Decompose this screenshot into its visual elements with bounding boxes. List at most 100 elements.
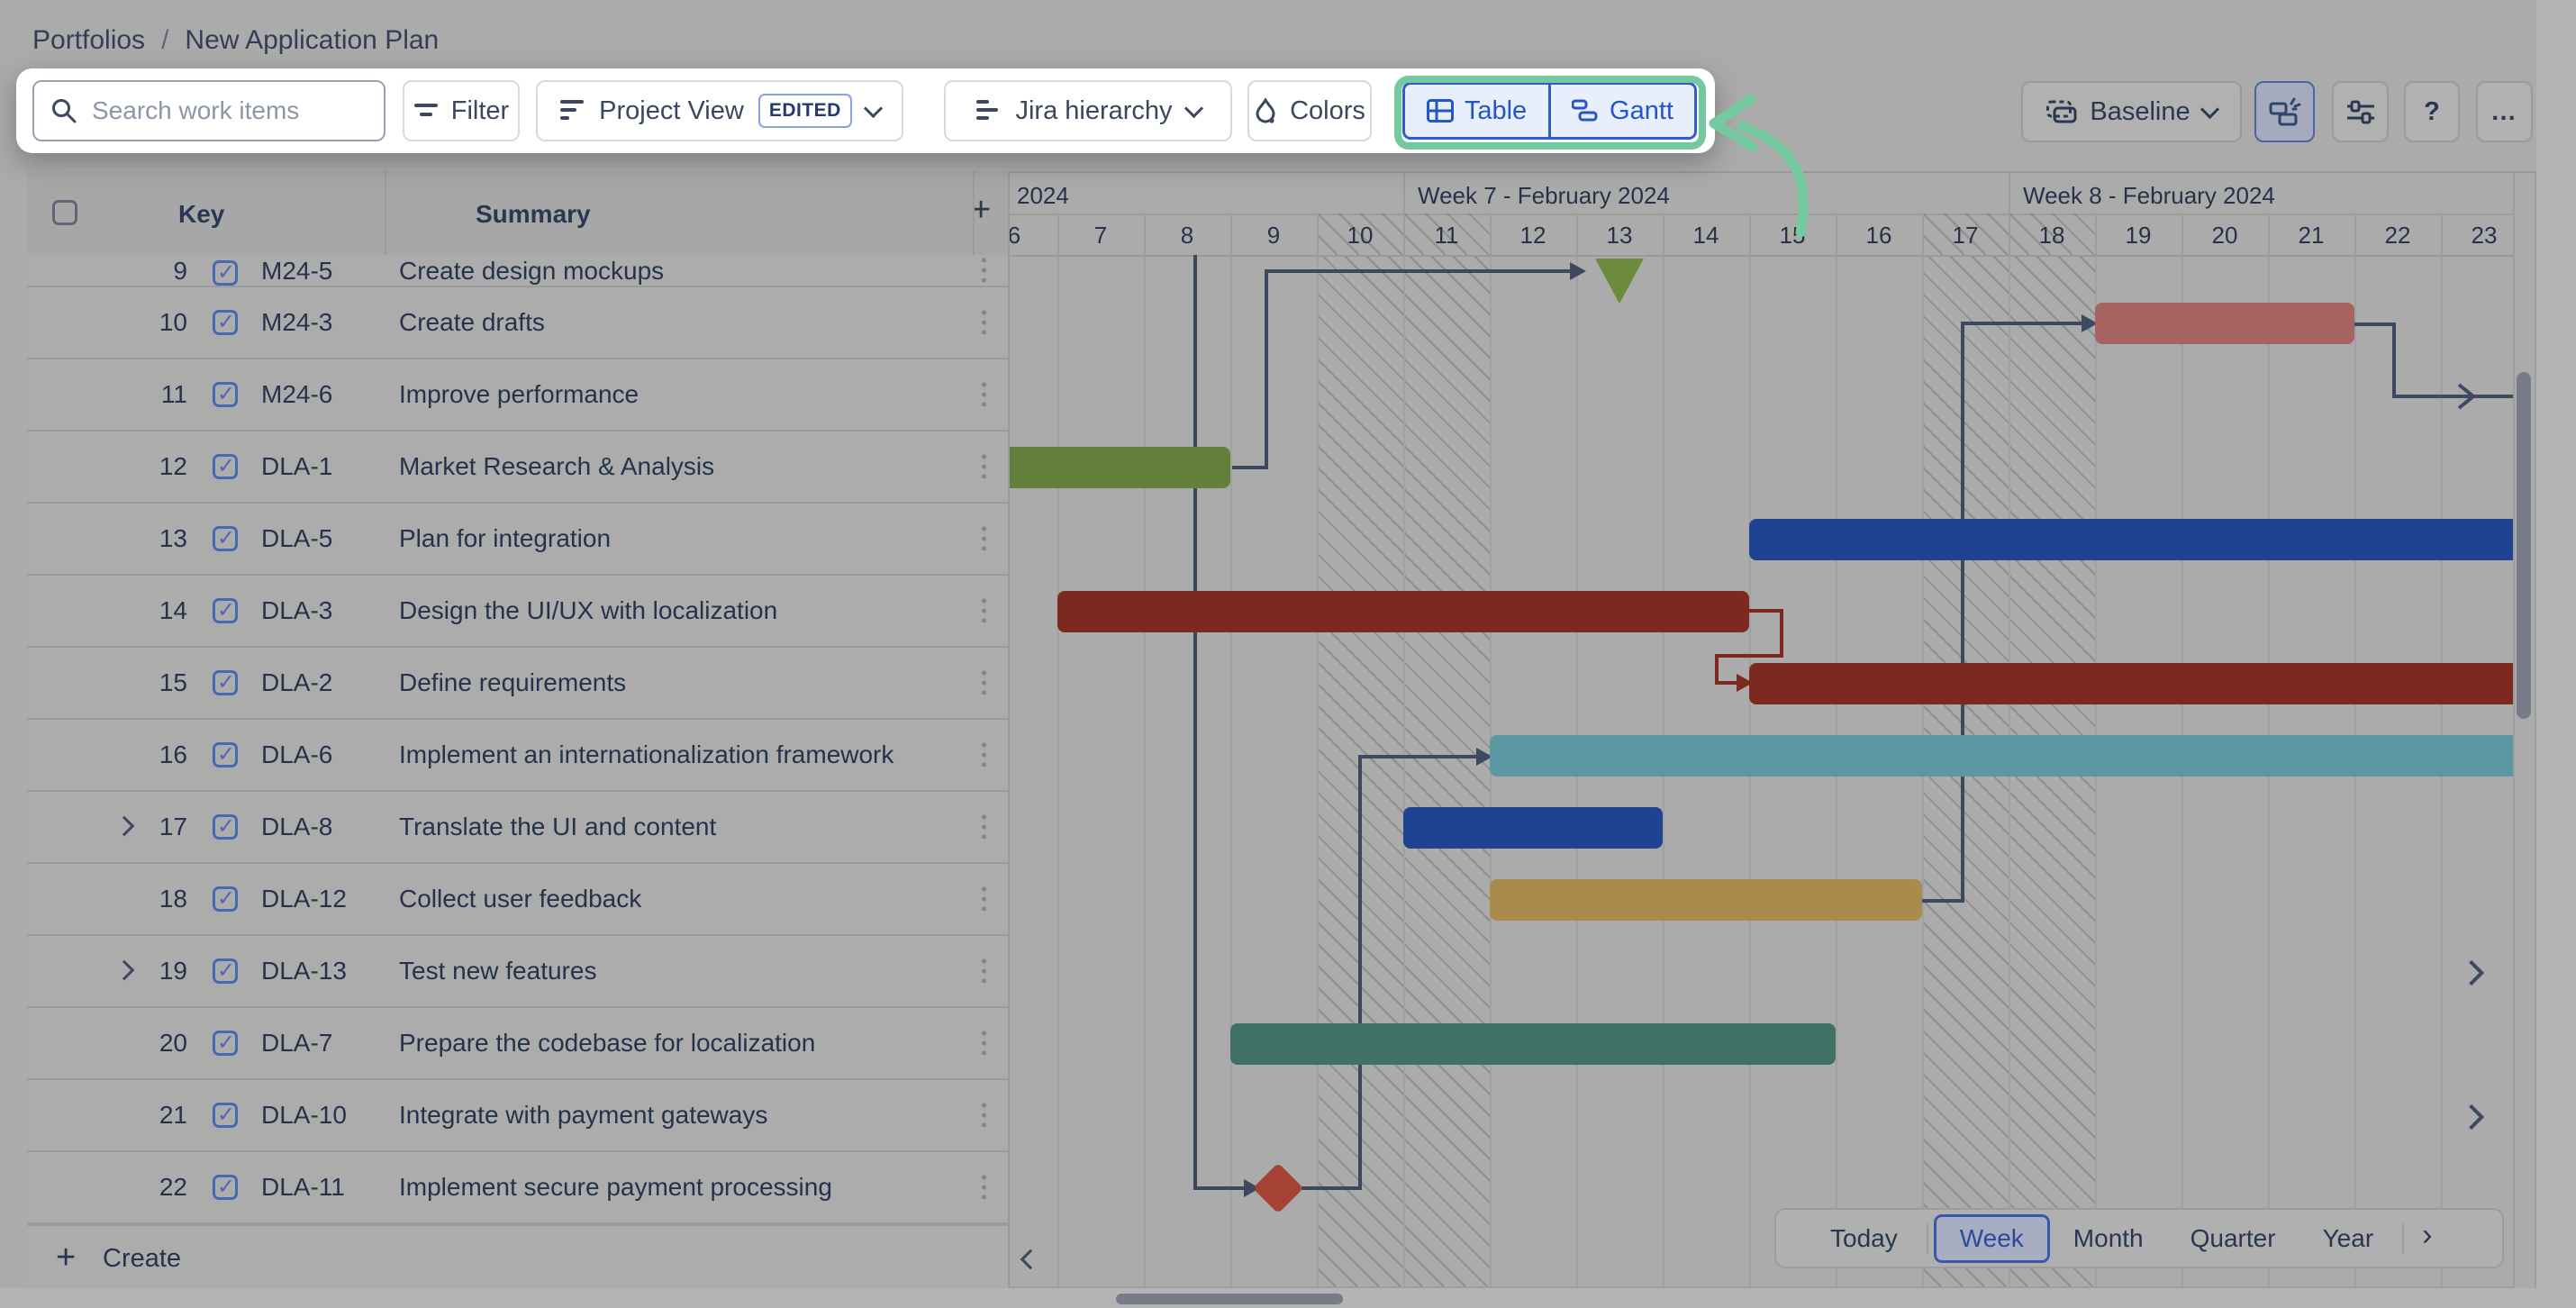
table-row-DLA-5[interactable]: 13 DLA-5 Plan for integration — [27, 504, 1008, 576]
gantt-bar-DLA-6[interactable] — [1490, 735, 2513, 777]
row-checkbox[interactable] — [213, 381, 238, 407]
row-menu-button[interactable] — [975, 382, 993, 407]
gantt-bar-DLA-8[interactable] — [1403, 807, 1663, 849]
table-row-DLA-3[interactable]: 14 DLA-3 Design the UI/UX with localizatio… — [27, 576, 1008, 648]
row-menu-button[interactable] — [975, 598, 993, 623]
row-menu-button[interactable] — [975, 1103, 993, 1128]
row-key[interactable]: DLA-6 — [261, 740, 333, 768]
search-field[interactable] — [32, 80, 385, 141]
gantt-bar-DLA-3[interactable] — [1057, 591, 1749, 632]
row-checkbox[interactable] — [213, 669, 238, 695]
row-menu-button[interactable] — [975, 526, 993, 551]
row-menu-button[interactable] — [975, 1175, 993, 1200]
create-button[interactable]: Create — [103, 1244, 182, 1273]
row-checkbox[interactable] — [213, 1030, 238, 1056]
breadcrumb-portfolios[interactable]: Portfolios — [32, 25, 146, 55]
row-checkbox[interactable] — [213, 309, 238, 335]
row-menu-button[interactable] — [975, 310, 993, 335]
view-settings-button[interactable] — [2332, 81, 2389, 142]
row-key[interactable]: DLA-12 — [261, 885, 347, 913]
add-column-button[interactable]: + — [971, 191, 992, 229]
row-menu-button[interactable] — [975, 258, 993, 283]
help-button[interactable]: ? — [2404, 81, 2460, 142]
sliders-icon — [2345, 98, 2376, 125]
row-checkbox[interactable] — [213, 1174, 238, 1200]
milestone-diamond-DLA-11[interactable] — [1252, 1162, 1304, 1214]
table-row-DLA-10[interactable]: 21 DLA-10 Integrate with payment gateways — [27, 1080, 1008, 1152]
horizontal-scrollbar[interactable] — [1116, 1294, 1343, 1304]
row-checkbox[interactable] — [213, 597, 238, 623]
row-key[interactable]: DLA-3 — [261, 596, 333, 624]
search-input[interactable] — [90, 95, 355, 126]
gantt-bar-DLA-7[interactable] — [1230, 1023, 1836, 1065]
table-row-M24-3[interactable]: 10 M24-3 Create drafts — [27, 287, 1008, 359]
row-checkbox[interactable] — [213, 525, 238, 551]
zoom-option-week[interactable]: Week — [1933, 1213, 2050, 1263]
row-key[interactable]: DLA-8 — [261, 813, 333, 840]
row-checkbox[interactable] — [213, 1102, 238, 1128]
row-checkbox[interactable] — [213, 886, 238, 912]
zoom-option-month[interactable]: Month — [2073, 1223, 2144, 1252]
auto-layout-button[interactable] — [2254, 81, 2315, 142]
table-row-DLA-11[interactable]: 22 DLA-11 Implement secure payment process… — [27, 1152, 1008, 1224]
column-header-key[interactable]: Key — [178, 200, 225, 228]
row-menu-button[interactable] — [975, 958, 993, 984]
row-checkbox[interactable] — [213, 813, 238, 840]
row-key[interactable]: DLA-10 — [261, 1101, 347, 1129]
row-key[interactable]: DLA-7 — [261, 1029, 333, 1057]
table-row-DLA-1[interactable]: 12 DLA-1 Market Research & Analysis — [27, 431, 1008, 504]
gantt-bar-DLA-2[interactable] — [1749, 663, 2513, 704]
row-key[interactable]: M24-5 — [261, 257, 333, 285]
row-menu-button[interactable] — [975, 814, 993, 840]
table-row-DLA-13[interactable]: 19 DLA-13 Test new features — [27, 936, 1008, 1008]
row-menu-button[interactable] — [975, 670, 993, 695]
row-key[interactable]: M24-6 — [261, 380, 333, 408]
zoom-next-chevron-icon[interactable]: › — [2422, 1218, 2433, 1252]
row-key[interactable]: DLA-2 — [261, 668, 333, 696]
table-row-DLA-12[interactable]: 18 DLA-12 Collect user feedback — [27, 864, 1008, 936]
row-key[interactable]: M24-3 — [261, 308, 333, 336]
gantt-bar-M24-3[interactable] — [2095, 303, 2354, 344]
gantt-bar-DLA-12[interactable] — [1490, 879, 1922, 921]
expand-chevron-icon[interactable] — [113, 815, 135, 837]
row-checkbox[interactable] — [213, 958, 238, 984]
row-key[interactable]: DLA-11 — [261, 1173, 345, 1201]
zoom-option-quarter[interactable]: Quarter — [2190, 1223, 2276, 1252]
filter-button[interactable]: Filter — [403, 80, 520, 141]
row-checkbox[interactable] — [213, 259, 238, 286]
gantt-chart-area[interactable]: 2024 Week 7 - February 2024 Week 8 - Febru… — [1008, 171, 2513, 1288]
select-all-checkbox[interactable] — [52, 200, 77, 225]
gantt-bar-DLA-5[interactable] — [1749, 519, 2513, 560]
table-view-button[interactable]: Table — [1405, 85, 1548, 137]
column-header-summary[interactable]: Summary — [476, 200, 591, 228]
more-options-button[interactable]: … — [2476, 81, 2533, 142]
expand-chevron-icon[interactable] — [113, 959, 135, 981]
row-menu-button[interactable] — [975, 742, 993, 768]
table-row-DLA-8[interactable]: 17 DLA-8 Translate the UI and content — [27, 792, 1008, 864]
table-row-DLA-6[interactable]: 16 DLA-6 Implement an internationalization… — [27, 720, 1008, 792]
table-row-DLA-2[interactable]: 15 DLA-2 Define requirements — [27, 648, 1008, 720]
row-checkbox[interactable] — [213, 741, 238, 768]
jira-hierarchy-button[interactable]: Jira hierarchy — [944, 80, 1232, 141]
vertical-scrollbar[interactable] — [2517, 372, 2531, 719]
row-menu-button[interactable] — [975, 454, 993, 479]
row-menu-button[interactable] — [975, 1031, 993, 1056]
row-key[interactable]: DLA-1 — [261, 452, 333, 480]
zoom-option-year[interactable]: Year — [2322, 1223, 2374, 1252]
row-key[interactable]: DLA-13 — [261, 957, 347, 985]
table-icon — [1426, 99, 1454, 123]
view-switcher: Table Gantt — [1402, 82, 1697, 140]
table-row-M24-6[interactable]: 11 M24-6 Improve performance — [27, 359, 1008, 431]
project-view-button[interactable]: Project View EDITED — [536, 80, 903, 141]
milestone-triangle-M24-5[interactable] — [1595, 259, 1644, 304]
row-menu-button[interactable] — [975, 886, 993, 912]
baseline-button[interactable]: Baseline — [2021, 81, 2242, 142]
row-checkbox[interactable] — [213, 453, 238, 479]
table-row-M24-5[interactable]: 9 M24-5 Create design mockups — [27, 255, 1008, 287]
row-key[interactable]: DLA-5 — [261, 524, 333, 552]
zoom-option-today[interactable]: Today — [1830, 1223, 1898, 1252]
table-row-DLA-7[interactable]: 20 DLA-7 Prepare the codebase for localiza… — [27, 1008, 1008, 1080]
colors-button[interactable]: Colors — [1247, 80, 1372, 141]
gantt-bar-DLA-1[interactable] — [1010, 447, 1230, 488]
gantt-view-button[interactable]: Gantt — [1548, 85, 1694, 137]
